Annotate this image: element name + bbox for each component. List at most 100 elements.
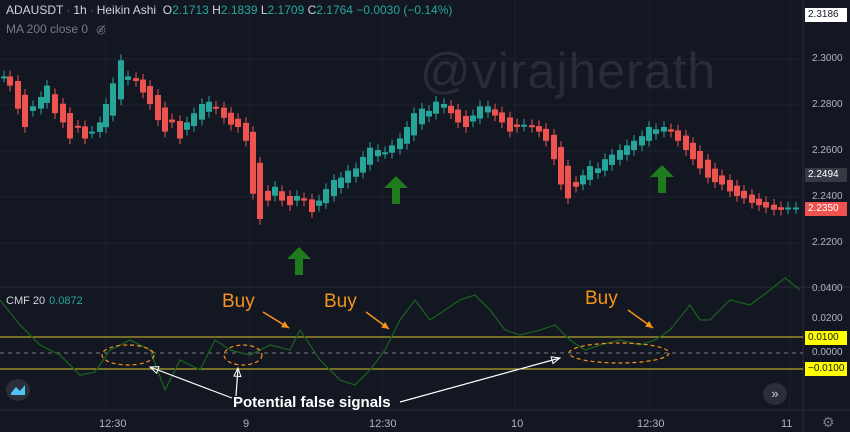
high-value: 2.1839 [220, 3, 258, 17]
current-price-tag: 2.2350 [805, 202, 847, 216]
candle-body [793, 207, 799, 210]
candle-body [250, 131, 256, 194]
watermark: @virajherath [420, 43, 717, 99]
candle-body [521, 124, 527, 127]
candle-body [323, 189, 329, 204]
candle-body [155, 95, 161, 121]
candle-body [661, 127, 667, 132]
candle-body [529, 125, 535, 128]
false-signal-ellipse [223, 344, 263, 366]
candle-body [727, 179, 733, 192]
time-tick-5: 12:30 [637, 418, 665, 430]
candle-body [705, 159, 711, 178]
candle-body [558, 147, 564, 185]
candle-body [411, 113, 417, 136]
price-tick-2.2600: 2.2600 [812, 145, 843, 156]
candle-body [67, 113, 73, 139]
candle-body [103, 104, 109, 128]
time-tick-3: 12:30 [369, 418, 397, 430]
candle-body [749, 194, 755, 203]
low-value: 2.1709 [267, 3, 305, 17]
cmf-tick-0.0200: 0.0200 [812, 313, 843, 324]
candle-body [565, 165, 571, 199]
candle-body [734, 185, 740, 196]
candle-body [1, 76, 7, 79]
chart-style[interactable]: Heikin Ashi [96, 3, 157, 17]
candle-body [15, 81, 21, 109]
candle-body [30, 106, 36, 111]
candle-body [624, 145, 630, 155]
candle-body [690, 142, 696, 160]
tradingview-logo-icon[interactable] [6, 379, 30, 401]
buy-pointer-arrowhead [381, 321, 389, 329]
candle-body [367, 147, 373, 165]
candle-body [309, 199, 315, 213]
buy-pointer-arrowhead [281, 321, 289, 328]
symbol-name[interactable]: ADAUSDT [6, 3, 64, 17]
candle-body [426, 110, 432, 117]
false-signals-label: Potential false signals [233, 394, 391, 411]
candle-body [587, 166, 593, 180]
candle-body [147, 86, 153, 104]
buy-label-3: Buy [585, 288, 618, 309]
candle-body [404, 127, 410, 144]
candle-body [785, 207, 791, 210]
interval[interactable]: 1h [73, 3, 87, 17]
candle-body [463, 115, 469, 127]
candle-body [492, 109, 498, 116]
candle-body [536, 126, 542, 132]
candle-body [235, 118, 241, 127]
candle-body [617, 150, 623, 160]
candle-body [316, 200, 322, 206]
close-label: C [307, 3, 317, 17]
false-signal-arrow [399, 357, 561, 403]
candle-body [110, 83, 116, 116]
cmf-indicator-label[interactable]: CMF 20 0.0872 [6, 295, 83, 307]
candle-body [712, 168, 718, 183]
cmf-tick-0.0400: 0.0400 [812, 283, 843, 294]
candle-body [668, 129, 674, 132]
false-signal-arrow-head [233, 366, 242, 378]
false-signal-ellipse [568, 342, 670, 364]
candle-body [675, 130, 681, 141]
open-value: 2.1713 [172, 3, 209, 17]
candle-body [89, 131, 95, 134]
candle-body [221, 107, 227, 118]
candle-body [140, 79, 146, 93]
cmf-name: CMF 20 [6, 295, 46, 307]
gear-icon[interactable]: ⚙ [822, 414, 835, 430]
buy-label-2: Buy [324, 291, 357, 312]
cmf-lower-level-tag: −0.0100 [805, 362, 847, 376]
candle-body [7, 76, 13, 86]
candle-body [719, 175, 725, 185]
candle-body [507, 117, 513, 132]
eye-crossed-icon[interactable]: ◎̸ [96, 24, 106, 36]
cmf-tick-0.0000: 0.0000 [812, 347, 843, 358]
buy-label-1: Buy [222, 291, 255, 312]
candle-body [397, 138, 403, 150]
price-tick-2.2200: 2.2200 [812, 237, 843, 248]
candle-body [191, 113, 197, 127]
candle-body [331, 179, 337, 197]
candle-body [272, 186, 278, 196]
candle-body [199, 104, 205, 120]
cmf-value: 0.0872 [49, 295, 83, 307]
ma-indicator-label[interactable]: MA 200 close 0 ◎̸ [6, 22, 106, 36]
candle-body [44, 85, 50, 103]
open-label: O [162, 3, 173, 17]
candle-body [169, 119, 175, 123]
candle-body [741, 190, 747, 199]
buy-up-arrow [384, 176, 408, 204]
candle-body [125, 76, 131, 80]
candle-body [75, 125, 81, 128]
candle-body [206, 101, 212, 112]
candle-body [338, 177, 344, 189]
candle-body [580, 175, 586, 185]
candle-body [499, 112, 505, 123]
fast-forward-icon[interactable]: » [763, 383, 787, 405]
time-tick-4: 10 [511, 418, 524, 430]
false-signal-arrow-head [148, 366, 160, 375]
candle-body [162, 107, 168, 132]
candle-body [287, 195, 293, 206]
